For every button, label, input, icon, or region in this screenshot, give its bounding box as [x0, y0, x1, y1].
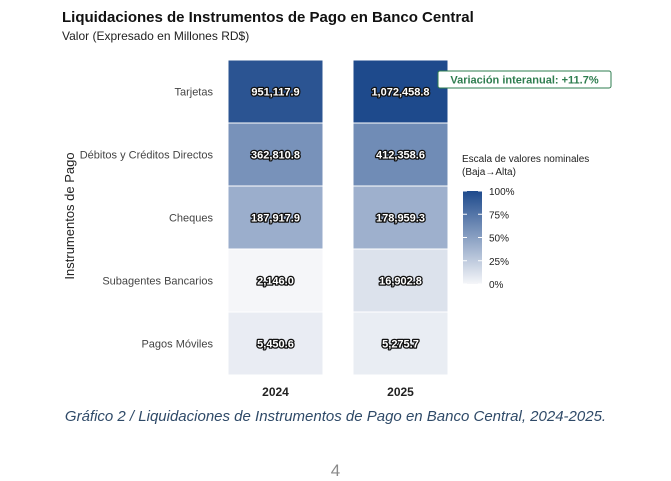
legend-tick-label: 0% — [489, 280, 504, 291]
heatmap-cell — [352, 248, 449, 313]
legend-tick-label: 25% — [489, 257, 509, 268]
annotation-box — [437, 70, 612, 89]
figure-caption: Gráfico 2 / Liquidaciones de Instrumento… — [64, 408, 607, 425]
x-tick-label: 2024 — [262, 385, 289, 399]
cell-value-label: 951,117.9 — [251, 87, 299, 99]
heatmap-cells — [227, 59, 449, 376]
cell-value-label: 362,810.8 — [251, 150, 300, 162]
heatmap-cell — [352, 185, 449, 250]
color-legend: Escala de valores nominales (Baja→Alta) … — [462, 154, 589, 291]
legend-tick-label: 75% — [489, 210, 509, 221]
legend-title-line1: Escala de valores nominales — [462, 154, 589, 165]
cell-value-label: 16,902.8 — [379, 276, 422, 288]
heatmap-cell — [352, 122, 449, 187]
y-tick-label: Tarjetas — [174, 87, 213, 99]
heatmap-cell — [352, 311, 449, 376]
y-tick-label: Pagos Móviles — [141, 339, 213, 351]
legend-tick-label: 50% — [489, 234, 509, 245]
cell-value-label: 178,959.3 — [376, 213, 425, 225]
chart-title: Liquidaciones de Instrumentos de Pago en… — [62, 9, 474, 26]
legend-ticks: 100% 75% 50% 25% 0% — [463, 187, 515, 291]
y-tick-label: Subagentes Bancarios — [102, 276, 213, 288]
legend-title-line2: (Baja→Alta) — [462, 167, 516, 178]
heatmap-cell — [227, 122, 324, 187]
heatmap-cell — [352, 59, 449, 124]
legend-tick-label: 100% — [489, 187, 515, 198]
cell-value-label: 412,358.6 — [376, 150, 425, 162]
chart-subtitle: Valor (Expresado en Millones RD$) — [62, 29, 249, 43]
heatmap-cell — [227, 59, 324, 124]
heatmap-cell — [227, 311, 324, 376]
x-axis-ticks: 2024 2025 — [262, 385, 414, 399]
y-tick-label: Débitos y Créditos Directos — [80, 150, 214, 162]
cell-value-label: 187,917.9 — [251, 213, 300, 225]
heatmap-chart: Liquidaciones de Instrumentos de Pago en… — [62, 9, 612, 399]
y-axis-label: Instrumentos de Pago — [62, 152, 77, 279]
y-axis-ticks: Tarjetas Débitos y Créditos Directos Chequ… — [80, 87, 214, 351]
legend-colorbar — [463, 191, 482, 284]
cell-value-label: 2,146.0 — [257, 276, 294, 288]
cell-value-label: 1,072,458.8 — [371, 87, 429, 99]
cell-value-label: 5,275.7 — [382, 339, 419, 351]
cell-value-label: 5,450.6 — [257, 339, 294, 351]
heatmap-cell — [227, 185, 324, 250]
annotation-label: Variación interanual: +11.7% — [450, 75, 598, 87]
page-number: 4 — [330, 461, 341, 480]
x-tick-label: 2025 — [387, 385, 414, 399]
y-tick-label: Cheques — [169, 213, 214, 225]
heatmap-value-labels: 951,117.9 1,072,458.8 362,810.8 412,358.6 18… — [250, 85, 431, 352]
